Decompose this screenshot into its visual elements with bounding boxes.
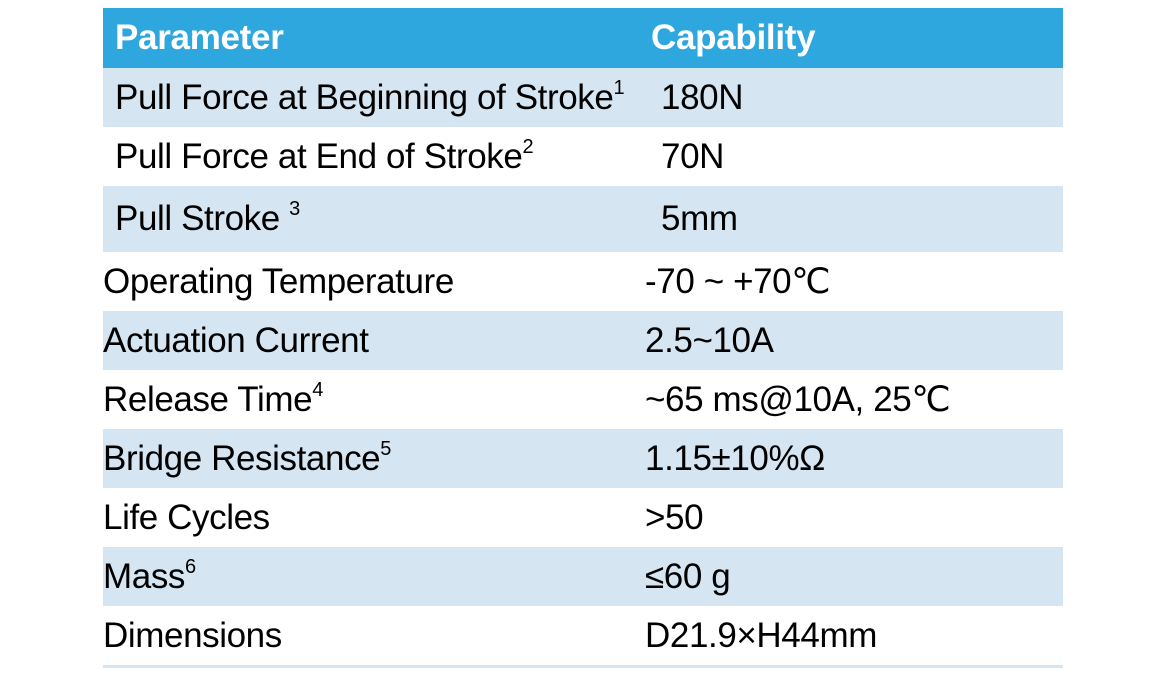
table-row: Bridge Resistance5 1.15±10%Ω: [103, 429, 1063, 488]
specifications-table: Parameter Capability Pull Force at Begin…: [103, 8, 1063, 668]
parameter-cell: Pull Force at End of Stroke2: [103, 127, 645, 186]
parameter-label: Release Time: [103, 379, 313, 419]
footnote-marker: 2: [522, 135, 534, 158]
table-body: Pull Force at Beginning of Stroke1 180N …: [103, 68, 1063, 668]
footnote-marker: 4: [312, 378, 323, 401]
parameter-label: Pull Force at Beginning of Stroke: [115, 77, 614, 117]
parameter-label: Actuation Current: [103, 320, 369, 360]
table-row: Pull Stroke 3 5mm: [103, 186, 1063, 252]
capability-value: ~65 ms@10A, 25℃: [645, 370, 1063, 429]
parameter-label: Operating Temperature: [103, 261, 454, 301]
parameter-cell: Dimensions: [103, 606, 645, 668]
footnote-marker: 5: [380, 437, 391, 460]
capability-column-header: Capability: [645, 8, 1063, 68]
capability-value: D21.9×H44mm: [645, 606, 1063, 668]
table-header: Parameter Capability: [103, 8, 1063, 68]
table-row: Pull Force at Beginning of Stroke1 180N: [103, 68, 1063, 127]
table-row: Mass6 ≤60 g: [103, 547, 1063, 606]
table-row: Operating Temperature -70 ~ +70℃: [103, 252, 1063, 311]
capability-value: ≤60 g: [645, 547, 1063, 606]
parameter-cell: Actuation Current: [103, 311, 645, 370]
table-row: Pull Force at End of Stroke2 70N: [103, 127, 1063, 186]
footnote-marker: 6: [185, 555, 196, 578]
parameter-label: Pull Stroke: [115, 199, 290, 238]
table-row: Release Time4 ~65 ms@10A, 25℃: [103, 370, 1063, 429]
parameter-cell: Pull Stroke 3: [103, 186, 645, 252]
parameter-cell: Bridge Resistance5: [103, 429, 645, 488]
parameter-label: Life Cycles: [103, 497, 270, 537]
footnote-marker: 3: [289, 198, 300, 221]
parameter-cell: Mass6: [103, 547, 645, 606]
parameter-cell: Life Cycles: [103, 488, 645, 547]
parameter-label: Bridge Resistance: [103, 438, 381, 478]
table-row: Actuation Current 2.5~10A: [103, 311, 1063, 370]
footnote-marker: 1: [613, 76, 625, 99]
parameter-cell: Pull Force at Beginning of Stroke1: [103, 68, 645, 127]
parameter-label: Dimensions: [103, 615, 282, 655]
table-row: Life Cycles >50: [103, 488, 1063, 547]
table-row: Dimensions D21.9×H44mm: [103, 606, 1063, 668]
header-row: Parameter Capability: [103, 8, 1063, 68]
parameter-column-header: Parameter: [103, 8, 645, 68]
capability-value: >50: [645, 488, 1063, 547]
capability-value: 5mm: [645, 186, 1063, 252]
parameter-label: Pull Force at End of Stroke: [115, 136, 523, 176]
capability-value: -70 ~ +70℃: [645, 252, 1063, 311]
parameter-label: Mass: [103, 556, 186, 596]
capability-value: 70N: [645, 127, 1063, 186]
capability-value: 2.5~10A: [645, 311, 1063, 370]
capability-value: 1.15±10%Ω: [645, 429, 1063, 488]
capability-value: 180N: [645, 68, 1063, 127]
parameter-cell: Release Time4: [103, 370, 645, 429]
parameter-cell: Operating Temperature: [103, 252, 645, 311]
